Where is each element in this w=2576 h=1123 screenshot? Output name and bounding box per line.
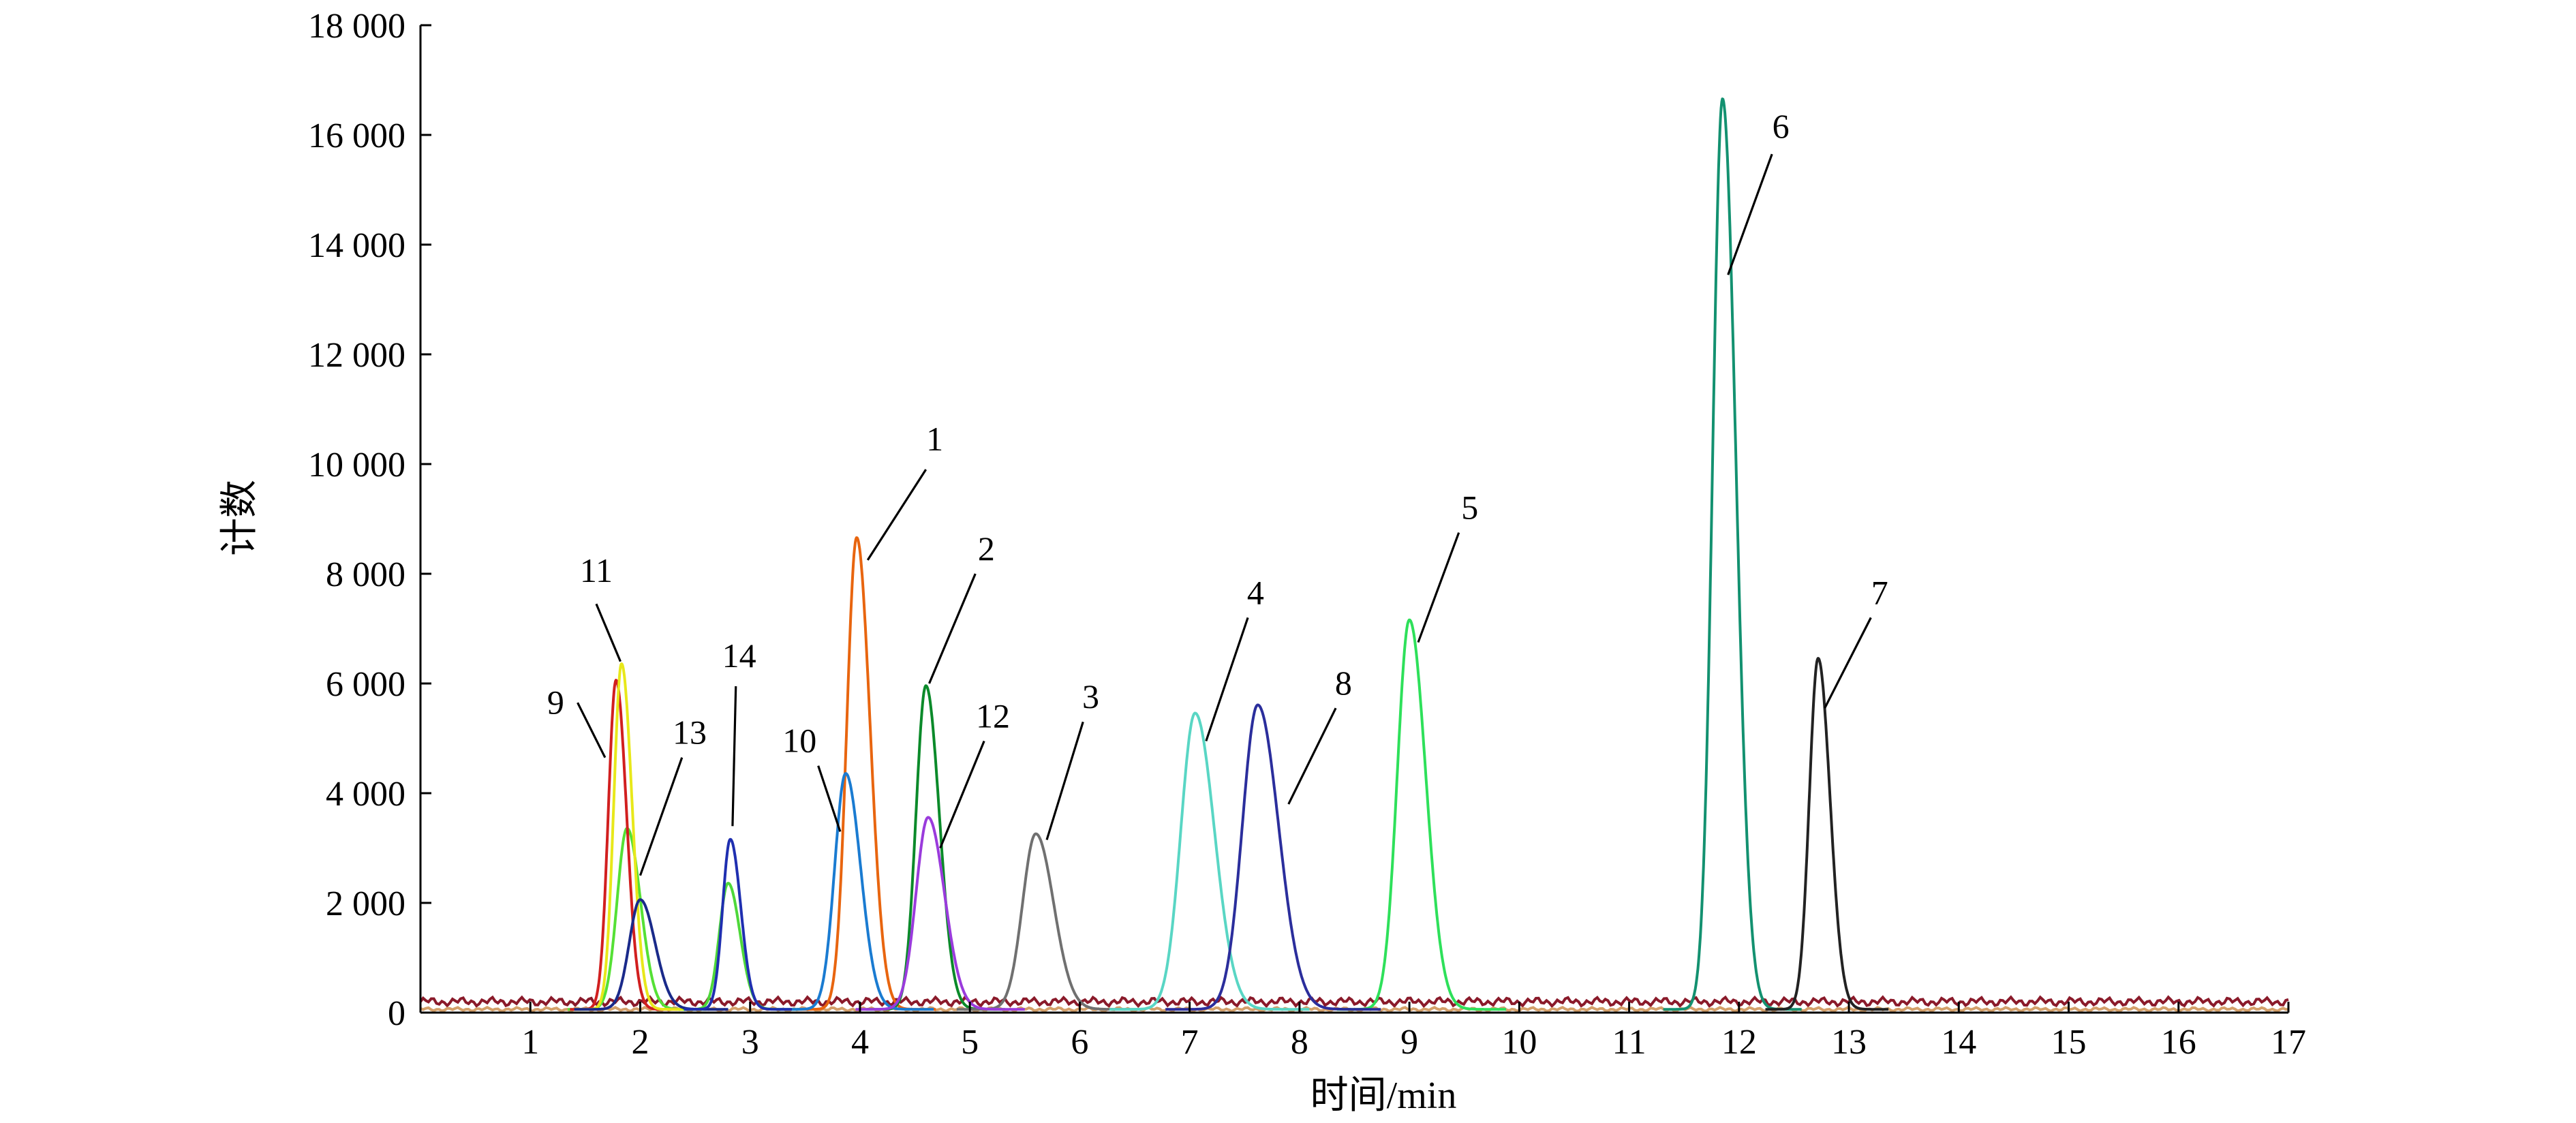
peak-label-4: 4 <box>1247 573 1264 611</box>
peak-trace-10 <box>779 772 934 1011</box>
x-tick-label-2: 2 <box>631 1023 649 1062</box>
peak-leader-3 <box>1045 721 1084 840</box>
peak-label-14: 14 <box>722 636 756 675</box>
peak-label-11: 11 <box>580 551 613 589</box>
peak-leader-10 <box>817 765 842 832</box>
x-tick-label-3: 3 <box>741 1023 759 1062</box>
peak-trace-12 <box>855 816 1026 1011</box>
x-tick-label-15: 15 <box>2051 1023 2087 1062</box>
peak-leader-5 <box>1417 532 1460 643</box>
x-axis-title: 时间/min <box>1310 1075 1457 1117</box>
peak-leader-14 <box>731 686 737 827</box>
peak-trace-5 <box>1336 618 1507 1011</box>
x-tick-label-12: 12 <box>1721 1023 1757 1062</box>
peak-trace-8 <box>1165 703 1381 1011</box>
peak-trace-3 <box>956 832 1142 1011</box>
y-tick-label-10000: 10 000 <box>308 446 405 484</box>
peak-label-3: 3 <box>1082 677 1099 716</box>
peak-label-12: 12 <box>976 696 1010 735</box>
x-tick-label-1: 1 <box>521 1023 539 1062</box>
peak-label-5: 5 <box>1461 489 1478 527</box>
overlap-trace-2 <box>674 882 799 1011</box>
y-axis-title: 计数 <box>219 480 261 556</box>
peak-label-10: 10 <box>782 722 816 760</box>
peak-trace-11 <box>574 662 684 1011</box>
peak-leader-9 <box>577 702 607 758</box>
x-tick-label-6: 6 <box>1071 1023 1088 1062</box>
peak-leader-11 <box>595 603 622 662</box>
peak-trace-7 <box>1764 657 1890 1011</box>
baseline-trace-1 <box>419 995 2289 1009</box>
peak-leader-2 <box>928 573 977 684</box>
peak-trace-14 <box>683 837 793 1011</box>
peak-label-2: 2 <box>978 529 995 568</box>
peak-trace-1 <box>797 536 937 1011</box>
peak-label-8: 8 <box>1335 664 1352 702</box>
y-tick-label-0: 0 <box>388 994 405 1033</box>
peak-leader-13 <box>639 757 684 876</box>
x-tick-label-9: 9 <box>1400 1023 1418 1062</box>
peak-leader-1 <box>866 469 927 561</box>
x-tick-label-17: 17 <box>2271 1023 2306 1062</box>
peak-label-1: 1 <box>926 420 943 458</box>
y-tick-label-6000: 6 000 <box>326 665 405 704</box>
peak-label-6: 6 <box>1773 107 1790 145</box>
y-tick-label-16000: 16 000 <box>308 117 405 155</box>
peak-label-7: 7 <box>1871 573 1888 611</box>
x-tick-label-14: 14 <box>1941 1023 1976 1062</box>
peak-leader-12 <box>939 740 985 849</box>
peak-label-13: 13 <box>673 713 707 752</box>
peak-leader-4 <box>1205 617 1249 742</box>
peak-leader-7 <box>1824 617 1872 709</box>
y-tick-label-12000: 12 000 <box>308 336 405 375</box>
y-tick-label-2000: 2 000 <box>326 884 405 923</box>
peak-leader-8 <box>1287 707 1337 805</box>
peak-label-9: 9 <box>547 683 564 721</box>
x-tick-label-8: 8 <box>1291 1023 1308 1062</box>
peak-leader-6 <box>1727 153 1773 275</box>
x-tick-label-11: 11 <box>1612 1023 1646 1062</box>
x-tick-label-7: 7 <box>1181 1023 1199 1062</box>
x-tick-label-16: 16 <box>2161 1023 2196 1062</box>
x-tick-label-10: 10 <box>1501 1023 1537 1062</box>
y-tick-label-4000: 4 000 <box>326 775 405 814</box>
peak-trace-6 <box>1662 97 1803 1011</box>
x-tick-label-13: 13 <box>1831 1023 1867 1062</box>
y-tick-label-14000: 14 000 <box>308 226 405 265</box>
y-tick-label-8000: 8 000 <box>326 555 405 594</box>
peak-trace-4 <box>1109 711 1310 1011</box>
y-tick-label-18000: 18 000 <box>308 7 405 46</box>
chromatogram-traces <box>567 97 1890 1011</box>
x-tick-label-5: 5 <box>961 1023 979 1062</box>
x-tick-label-4: 4 <box>851 1023 869 1062</box>
overlap-trace-1 <box>567 827 707 1011</box>
